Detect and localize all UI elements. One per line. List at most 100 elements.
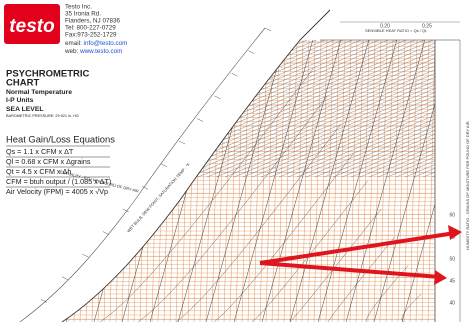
web[interactable]: www.testo.com <box>79 48 122 55</box>
wet-bulb-line <box>296 40 435 178</box>
dry-bulb-line <box>385 40 395 322</box>
dry-bulb-line <box>295 40 305 322</box>
dry-bulb-line <box>313 40 323 322</box>
dry-bulb-line <box>379 40 389 322</box>
dry-bulb-line <box>145 40 155 322</box>
wet-bulb-line <box>269 40 435 178</box>
dry-bulb-line <box>253 40 263 322</box>
dry-bulb-line <box>121 40 131 322</box>
volume-line <box>289 40 381 322</box>
enthalpy-tick <box>122 208 129 213</box>
wet-bulb-line <box>359 40 435 178</box>
humidity-tick: 40 <box>449 300 455 306</box>
volume-line <box>345 40 435 322</box>
dry-bulb-line <box>391 40 401 322</box>
dry-bulb-line <box>217 40 227 322</box>
dry-bulb-line <box>169 40 179 322</box>
wet-bulb-line <box>242 40 435 178</box>
volume-line <box>121 40 213 322</box>
wet-bulb-line <box>305 40 435 178</box>
wet-bulb-line <box>170 40 435 178</box>
dry-bulb-line <box>193 40 203 322</box>
enthalpy-tick <box>160 163 167 167</box>
title: PSYCHROMETRIC <box>6 69 90 80</box>
volume-line <box>205 40 297 322</box>
dry-bulb-line <box>265 40 275 322</box>
rh-curve <box>401 293 422 322</box>
equation: Qt = 4.5 x CFM x Δh <box>6 167 71 176</box>
dry-bulb-line <box>349 40 359 322</box>
dry-bulb-line <box>175 40 185 322</box>
humidity-tick: 45 <box>449 278 455 284</box>
wet-bulb-line <box>161 40 435 178</box>
dry-bulb-line <box>127 40 137 322</box>
dry-bulb-line <box>403 40 413 322</box>
email[interactable]: info@testo.com <box>84 40 128 47</box>
logo: testo <box>9 16 54 37</box>
company-web: web: www.testo.com <box>64 48 122 55</box>
humidity-tick: 60 <box>449 212 455 218</box>
rh-curve <box>251 180 368 322</box>
wet-bulb-line <box>450 0 474 177</box>
dry-bulb-line <box>139 40 149 322</box>
dry-bulb-line <box>247 40 257 322</box>
enthalpy-tick <box>264 27 272 32</box>
rh-curve <box>327 237 395 322</box>
company-email: email: info@testo.com <box>65 40 127 47</box>
humidity-label: HUMIDITY RATIO - GRAINS OF MOISTURE PER … <box>465 121 470 250</box>
wet-bulb-line <box>260 40 435 178</box>
wet-bulb-line <box>62 40 435 178</box>
dry-bulb-line <box>211 40 221 322</box>
enthalpy-tick <box>82 253 89 258</box>
volume-line <box>261 40 353 322</box>
dry-bulb-line <box>187 40 197 322</box>
arrow-head <box>434 270 447 285</box>
shr-label: SENSIBLE HEAT RATIO = Qs / Qt <box>365 28 427 33</box>
company: Fax:973-252-1729 <box>65 32 117 39</box>
wet-bulb-line <box>224 40 435 178</box>
dry-bulb-line <box>181 40 191 322</box>
enthalpy-tick <box>196 118 204 122</box>
enthalpy-tick <box>231 73 238 77</box>
wet-bulb-line <box>188 40 435 178</box>
wet-bulb-line <box>341 40 435 178</box>
subtitle: I-P Units <box>6 97 34 104</box>
dry-bulb-line <box>337 40 347 322</box>
enthalpy-tick <box>102 231 109 235</box>
logo-badge <box>4 4 60 44</box>
wet-bulb-line <box>62 40 435 178</box>
wet-bulb-line <box>251 40 435 178</box>
label: email: <box>65 40 84 47</box>
dry-bulb-line <box>421 40 431 322</box>
volume-line <box>401 40 435 322</box>
wet-bulb-line <box>323 40 435 178</box>
humidity-tick: 50 <box>449 256 455 262</box>
dry-bulb-line <box>331 40 341 322</box>
wet-bulb-line <box>80 40 435 178</box>
dry-bulb-line <box>355 40 365 322</box>
wet-bulb-line <box>404 40 435 178</box>
wet-bulb-line <box>350 40 435 178</box>
equations-heading: Heat Gain/Loss Equations <box>6 133 115 144</box>
rh-curve <box>213 152 355 322</box>
dry-bulb-line <box>229 40 239 322</box>
process-arrows <box>259 225 462 285</box>
company: Flanders, NJ 07836 <box>65 18 120 25</box>
wet-bulb-line <box>98 40 435 178</box>
dry-bulb-line <box>301 40 311 322</box>
rh-curve <box>289 209 382 322</box>
wet-bulb-line <box>206 40 435 178</box>
dry-bulb-line <box>289 40 299 322</box>
dry-bulb-line <box>223 40 233 322</box>
enthalpy-tick <box>61 276 68 280</box>
enthalpy-tick <box>179 140 186 145</box>
dry-bulb-line <box>199 40 209 322</box>
enthalpy-ticks <box>20 27 272 322</box>
shr-tick: 0.25 <box>422 23 432 29</box>
wet-bulb-line <box>278 40 435 178</box>
dry-bulb-line <box>163 40 173 322</box>
shr-tick: 0.20 <box>380 23 390 29</box>
wet-bulb-line <box>287 40 435 178</box>
